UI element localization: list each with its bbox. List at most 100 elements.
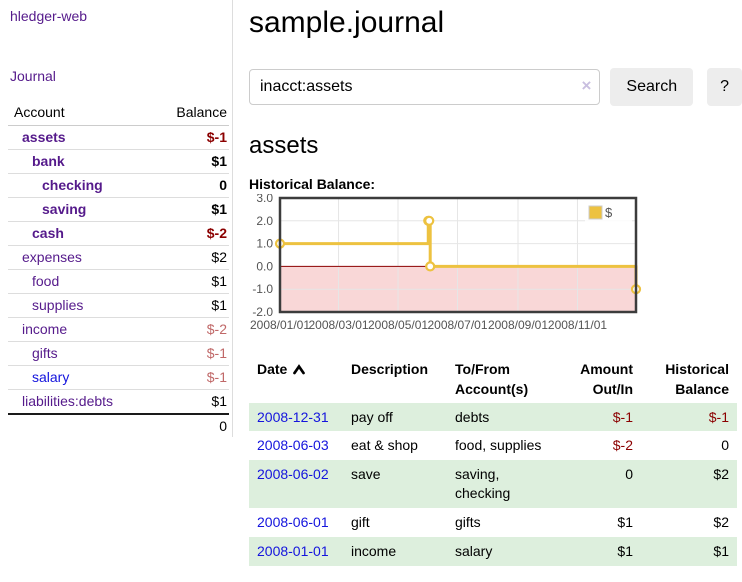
- register-row: 2008-01-01 income salary $1 $1: [249, 537, 737, 566]
- account-row: gifts $-1: [8, 341, 229, 366]
- register-balance: $1: [713, 543, 729, 560]
- accounts-header-account: Account: [8, 100, 150, 126]
- register-accounts: salary: [455, 543, 493, 560]
- account-balance: $-1: [149, 341, 229, 366]
- register-header-date[interactable]: Date: [249, 356, 343, 403]
- svg-text:2008/09/01: 2008/09/01: [488, 318, 548, 332]
- account-row: expenses $2: [8, 245, 229, 270]
- svg-text:2008/01/01: 2008/01/01: [250, 318, 310, 332]
- accounts-total-balance: 0: [149, 413, 229, 438]
- account-row: cash $-2: [8, 221, 229, 246]
- search-form: × Search ?: [249, 68, 742, 106]
- register-date-link[interactable]: 2008-06-03: [257, 437, 329, 454]
- sidebar-account-link[interactable]: food: [32, 273, 60, 289]
- sort-ascending-icon: [293, 364, 306, 375]
- account-row: food $1: [8, 269, 229, 294]
- svg-text:2.0: 2.0: [256, 214, 273, 228]
- register-header-accounts: To/From Account(s): [455, 361, 529, 398]
- svg-text:0.0: 0.0: [256, 259, 273, 273]
- register-header-row: Date Description To/From Account(s) Amoun…: [249, 356, 737, 403]
- sidebar-account-link[interactable]: liabilities:debts: [22, 393, 114, 409]
- sidebar-account-link[interactable]: saving: [42, 201, 87, 217]
- register-balance: $2: [713, 466, 729, 483]
- accounts-table-header: Account Balance: [8, 100, 229, 126]
- sidebar-account-link[interactable]: bank: [32, 153, 65, 169]
- register-row: 2008-06-03 eat & shop food, supplies $-2 0: [249, 431, 737, 460]
- register-date-link[interactable]: 2008-01-01: [257, 543, 329, 560]
- account-row: salary $-1: [8, 365, 229, 390]
- register-description: eat & shop: [351, 437, 418, 454]
- account-balance: $-1: [206, 129, 227, 145]
- svg-text:$: $: [605, 205, 613, 220]
- account-balance: $-2: [149, 317, 229, 342]
- clear-search-icon[interactable]: ×: [581, 76, 592, 95]
- sidebar-account-link[interactable]: expenses: [22, 249, 82, 265]
- account-balance: $2: [149, 245, 229, 270]
- register-header-amount: Amount Out/In: [580, 361, 633, 398]
- register-description: save: [351, 466, 381, 483]
- search-input[interactable]: [249, 69, 601, 105]
- search-button[interactable]: Search: [610, 68, 694, 106]
- sidebar-account-link[interactable]: assets: [22, 129, 66, 145]
- register-date-link[interactable]: 2008-06-01: [257, 514, 329, 531]
- sidebar-account-link[interactable]: cash: [32, 225, 64, 241]
- register-date-link[interactable]: 2008-06-02: [257, 466, 329, 483]
- register-description: income: [351, 543, 397, 560]
- page-title: sample.journal: [249, 6, 445, 39]
- sidebar-item-journal[interactable]: Journal: [10, 68, 56, 84]
- register-amount: $1: [617, 543, 633, 560]
- account-heading: assets: [249, 132, 319, 159]
- historical-balance-chart: $3.0 2.0 1.0 0.0 -1.0 -2.0 2008/01/01 2008/03/0…: [249, 194, 742, 344]
- svg-text:1.0: 1.0: [256, 237, 273, 251]
- register-balance: $-1: [708, 408, 729, 425]
- accounts-total-row: 0: [8, 413, 229, 438]
- account-row: bank $1: [8, 149, 229, 174]
- chart-title: Historical Balance:: [249, 176, 376, 192]
- register-row: 2008-06-02 save saving, checking 0 $2: [249, 460, 737, 509]
- register-balance: $2: [713, 514, 729, 531]
- register-row: 2008-06-01 gift gifts $1 $2: [249, 508, 737, 537]
- sidebar-account-link[interactable]: salary: [32, 369, 70, 385]
- help-button[interactable]: ?: [707, 68, 742, 106]
- account-balance: $-2: [149, 221, 229, 246]
- account-balance: $1: [149, 149, 229, 174]
- svg-text:-1.0: -1.0: [252, 282, 273, 296]
- account-row: income $-2: [8, 317, 229, 342]
- account-row: liabilities:debts $1: [8, 389, 229, 414]
- svg-text:2008/07/01: 2008/07/01: [427, 318, 487, 332]
- account-balance: $1: [149, 269, 229, 294]
- sidebar: hledger-web Journal Account Balance asse…: [0, 0, 233, 438]
- register-header-balance: Historical Balance: [665, 361, 729, 398]
- account-balance: $1: [149, 197, 229, 222]
- account-balance: 0: [149, 173, 229, 198]
- account-row: saving $1: [8, 197, 229, 222]
- svg-text:-2.0: -2.0: [252, 305, 273, 319]
- account-row: checking 0: [8, 173, 229, 198]
- svg-text:3.0: 3.0: [256, 194, 273, 205]
- register-header-description: Description: [351, 361, 429, 377]
- register-accounts: saving, checking: [455, 466, 511, 502]
- register-date-link[interactable]: 2008-12-31: [257, 408, 329, 425]
- sidebar-account-link[interactable]: checking: [42, 177, 103, 193]
- sidebar-account-link[interactable]: gifts: [32, 345, 58, 361]
- account-balance: $1: [149, 389, 229, 414]
- account-row: assets $-1: [8, 126, 229, 150]
- register-amount: $-2: [612, 437, 633, 454]
- app-title[interactable]: hledger-web: [10, 8, 88, 24]
- svg-text:2008/03/01: 2008/03/01: [308, 318, 368, 332]
- accounts-header-balance: Balance: [149, 100, 229, 126]
- accounts-table: Account Balance assets $-1 bank $1 checking 0…: [8, 100, 229, 438]
- register-row: 2008-12-31 pay off debts $-1 $-1: [249, 402, 737, 432]
- main-content: sample.journal × Search ? assets Histori…: [249, 0, 742, 566]
- register-accounts: gifts: [455, 514, 481, 531]
- sidebar-account-link[interactable]: income: [22, 321, 68, 337]
- register-balance: 0: [721, 437, 729, 454]
- register-accounts: food, supplies: [455, 437, 542, 454]
- account-balance: $1: [149, 293, 229, 318]
- sidebar-account-link[interactable]: supplies: [32, 297, 84, 313]
- register-description: pay off: [351, 408, 393, 425]
- register-amount: 0: [625, 466, 633, 483]
- svg-text:2008/11/01: 2008/11/01: [548, 318, 607, 332]
- account-row: supplies $1: [8, 293, 229, 318]
- register-table: Date Description To/From Account(s) Amoun…: [249, 356, 737, 566]
